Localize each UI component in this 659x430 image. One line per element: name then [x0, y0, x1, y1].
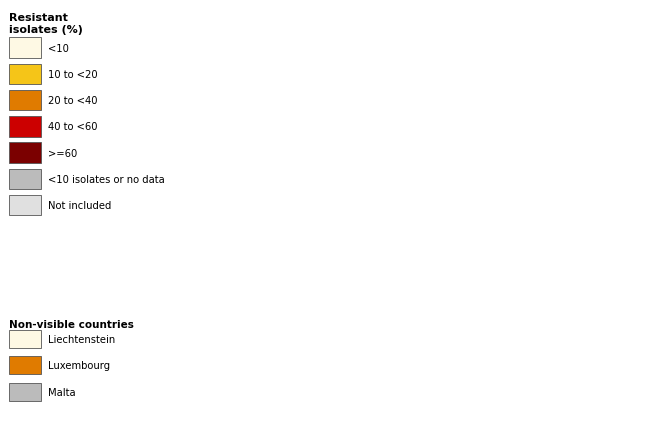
- FancyBboxPatch shape: [9, 169, 41, 190]
- Text: >=60: >=60: [48, 148, 77, 158]
- FancyBboxPatch shape: [9, 330, 41, 348]
- Text: Not included: Not included: [48, 201, 111, 211]
- Text: 10 to <20: 10 to <20: [48, 70, 98, 80]
- FancyBboxPatch shape: [9, 356, 41, 375]
- Text: <10: <10: [48, 43, 69, 53]
- FancyBboxPatch shape: [9, 143, 41, 163]
- FancyBboxPatch shape: [9, 117, 41, 137]
- Text: 20 to <40: 20 to <40: [48, 96, 98, 106]
- Text: Malta: Malta: [48, 387, 76, 397]
- FancyBboxPatch shape: [9, 383, 41, 401]
- Text: Liechtenstein: Liechtenstein: [48, 334, 115, 344]
- Text: Non-visible countries: Non-visible countries: [9, 319, 134, 329]
- FancyBboxPatch shape: [9, 91, 41, 111]
- Text: <10 isolates or no data: <10 isolates or no data: [48, 175, 165, 184]
- FancyBboxPatch shape: [9, 64, 41, 85]
- FancyBboxPatch shape: [9, 38, 41, 59]
- Text: Luxembourg: Luxembourg: [48, 361, 110, 371]
- Text: Resistant
isolates (%): Resistant isolates (%): [9, 13, 83, 35]
- FancyBboxPatch shape: [9, 196, 41, 216]
- Text: 40 to <60: 40 to <60: [48, 122, 98, 132]
